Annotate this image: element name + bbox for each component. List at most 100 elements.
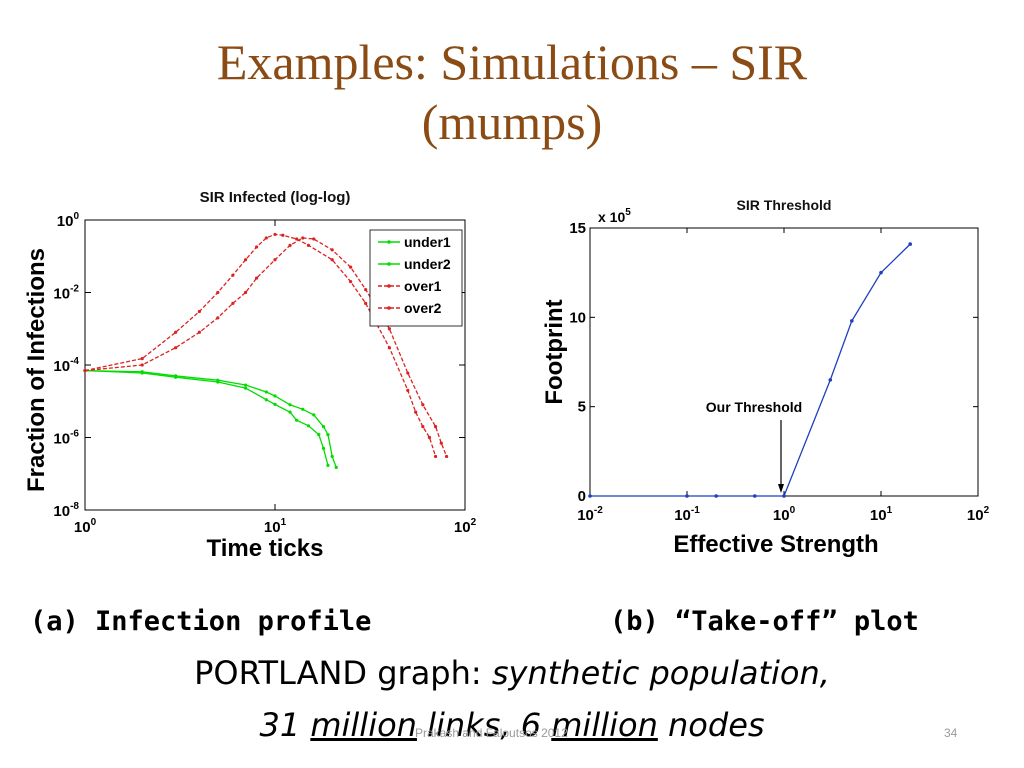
y-tick-label: 10-8: [53, 501, 79, 520]
y-tick-label: 100: [57, 211, 80, 230]
title-line-1: Examples: Simulations – SIR: [216, 34, 808, 90]
data-point-over2: [433, 424, 438, 429]
caption-takeoff-plot: (b) “Take-off” plot: [610, 606, 919, 637]
threshold-data-point: [753, 494, 757, 498]
chart-a-title: SIR Infected (log-log): [200, 189, 351, 206]
data-point-over1: [281, 233, 285, 237]
data-point-over2: [444, 454, 449, 459]
data-point-under1: [301, 407, 305, 411]
data-point-over1: [406, 388, 410, 392]
data-point-over2: [243, 290, 248, 295]
y-tick-label: 10-6: [53, 429, 79, 448]
legend-marker-over2: [387, 306, 391, 310]
data-point-over2: [140, 363, 144, 367]
threshold-data-point: [588, 494, 592, 498]
title-line-2: (mumps): [421, 94, 603, 150]
data-point-over1: [295, 237, 299, 241]
legend-marker-under1: [387, 240, 391, 244]
data-point-under1: [264, 390, 268, 394]
threshold-data-point: [908, 242, 912, 246]
data-point-under1: [243, 383, 248, 387]
threshold-data-point: [850, 319, 854, 323]
caption-infection-profile: (a) Infection profile: [30, 606, 372, 637]
threshold-annotation-label: Our Threshold: [706, 399, 802, 415]
data-point-over1: [243, 258, 248, 262]
data-point-over2: [231, 301, 235, 306]
legend-label-over1: over1: [404, 278, 442, 294]
x-tick-label: 102: [967, 505, 990, 524]
data-point-over1: [433, 454, 438, 459]
data-point-over2: [254, 276, 259, 280]
x-tick-label: 100: [74, 517, 97, 536]
data-point-over1: [197, 309, 201, 314]
data-point-over2: [216, 316, 220, 320]
threshold-data-point: [828, 378, 833, 382]
data-point-over1: [330, 258, 334, 262]
data-point-under2: [174, 375, 178, 379]
data-point-over1: [264, 236, 268, 240]
data-point-under1: [312, 413, 316, 417]
desc-million-1: million: [310, 706, 417, 744]
data-point-under2: [273, 402, 277, 406]
threshold-data-point: [714, 494, 718, 498]
desc-million-2: million: [551, 706, 658, 744]
desc-comma: ,: [500, 706, 521, 744]
data-point-over2: [330, 248, 334, 252]
y-tick-label: 10-4: [53, 356, 79, 375]
slide-title: Examples: Simulations – SIR (mumps): [0, 32, 1024, 152]
data-point-over2: [439, 441, 443, 445]
data-point-over1: [306, 243, 311, 247]
legend-label-under2: under2: [404, 256, 451, 272]
chart-a-xlabel: Time ticks: [207, 535, 324, 562]
data-point-over1: [427, 435, 432, 440]
data-point-over2: [312, 237, 316, 241]
data-point-over1: [231, 273, 235, 277]
legend-marker-under2: [387, 262, 391, 266]
data-point-over1: [421, 424, 425, 429]
data-point-over1: [140, 357, 144, 361]
y-tick-label: 10: [569, 309, 586, 326]
page-number: 34: [944, 726, 958, 740]
x-tick-label: 101: [870, 505, 893, 524]
data-point-under2: [306, 424, 311, 428]
data-point-over2: [288, 243, 292, 247]
footer-credit: Prakash and Faloutsos 2012: [415, 726, 568, 740]
description-line-1: PORTLAND graph: synthetic population,: [0, 654, 1024, 692]
y-tick-label: 5: [578, 399, 586, 416]
data-point-under2: [326, 463, 330, 467]
data-point-over1: [414, 410, 418, 414]
data-point-over1: [364, 301, 368, 306]
data-point-under2: [140, 371, 144, 375]
data-point-under1: [334, 465, 338, 469]
legend-label-under1: under1: [404, 234, 451, 250]
data-point-over1: [273, 232, 277, 237]
data-point-under1: [330, 454, 334, 459]
infection-profile-chart: SIR Infected (log-log) 100 101 102 100 10-2 10…: [23, 189, 477, 562]
data-point-over2: [273, 258, 277, 262]
threshold-data-point: [879, 270, 883, 275]
x-tick-label: 10-1: [674, 505, 700, 524]
data-point-under2: [321, 446, 326, 451]
desc-prefix: PORTLAND graph:: [194, 654, 492, 692]
data-point-over2: [83, 369, 87, 373]
chart-b-xlabel: Effective Strength: [673, 531, 878, 558]
x-tick-label: 101: [264, 517, 287, 536]
desc-italic: synthetic population,: [491, 654, 830, 692]
data-point-under2: [243, 386, 248, 390]
x-tick-label: 102: [454, 517, 477, 536]
data-point-over2: [301, 236, 305, 240]
takeoff-plot-chart: SIR Threshold x 105 10-2 10-1 100 101 102 0 5 10 1…: [541, 197, 990, 558]
data-point-over2: [197, 330, 201, 334]
data-point-over1: [254, 245, 259, 249]
data-point-over2: [387, 327, 391, 331]
data-point-under1: [321, 424, 326, 429]
data-point-over1: [387, 346, 391, 350]
desc-31: 31: [259, 706, 311, 744]
chart-a-ylabel: Fraction of Infections: [23, 248, 50, 492]
chart-b-title: SIR Threshold: [737, 197, 832, 213]
x-tick-label: 10-2: [577, 505, 603, 524]
desc-nodes: nodes: [657, 706, 765, 744]
y-tick-label: 0: [578, 488, 586, 505]
data-point-over2: [364, 288, 368, 292]
data-point-over2: [174, 346, 178, 350]
